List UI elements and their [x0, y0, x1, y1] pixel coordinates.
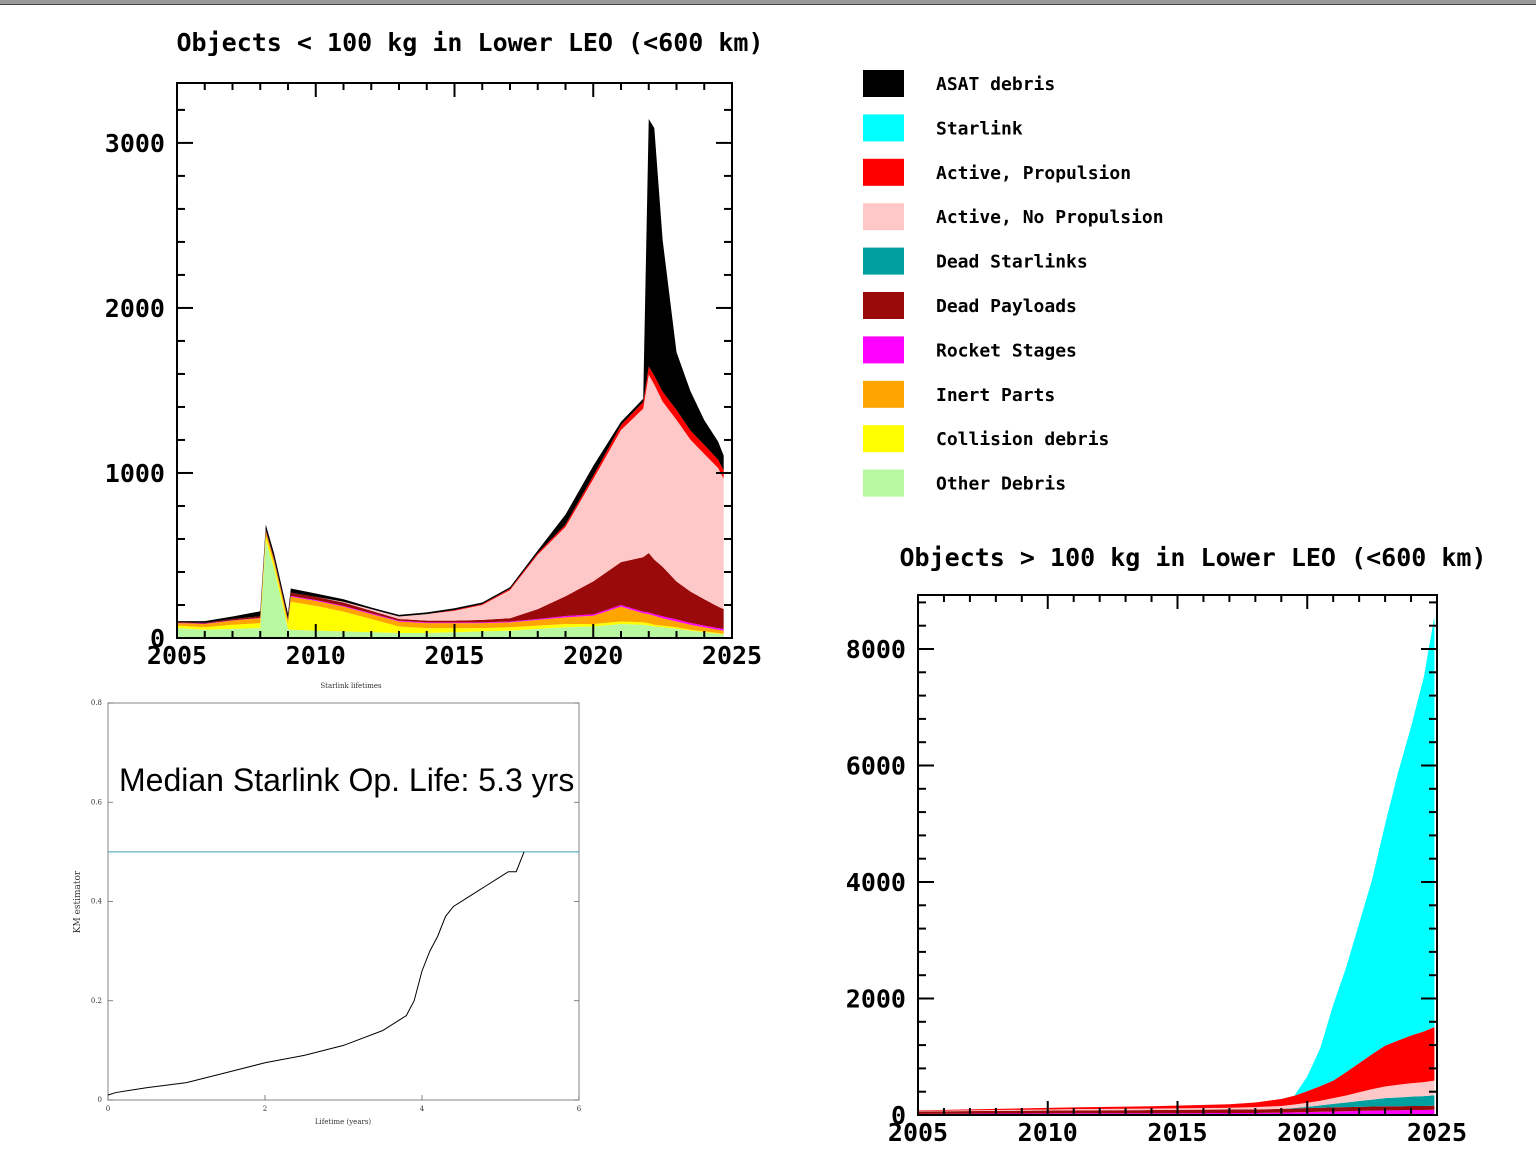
chart2-area-starlink [918, 616, 1435, 1111]
chart2-ytick-label: 0 [891, 1101, 906, 1130]
legend-label: Active, No Propulsion [936, 207, 1164, 228]
legend-item-collision-debris: Collision debris [863, 425, 1109, 453]
legend-label: Other Debris [936, 474, 1066, 495]
chart3-xtick-label: 2 [263, 1105, 267, 1113]
chart2-title: Objects > 100 kg in Lower LEO (<600 km) [900, 543, 1487, 572]
chart2-ticks [917, 595, 1438, 1116]
chart1-ytick-label: 2000 [105, 294, 165, 323]
legend-item-dead-starlinks: Dead Starlinks [863, 247, 1088, 275]
chart2-xtick-label: 2015 [1147, 1118, 1207, 1147]
chart2-xtick-label: 2005 [888, 1118, 948, 1147]
chart1-area-dead-payloads [177, 529, 724, 629]
chart1-area-inert-parts [177, 531, 724, 634]
chart3-xlabel: Lifetime (years) [315, 1118, 372, 1126]
chart3-ytick-label: 0.2 [91, 997, 102, 1005]
legend-label: Rocket Stages [936, 340, 1077, 361]
chart1-ytick-label: 3000 [105, 129, 165, 158]
chart2-ytick-label: 2000 [846, 984, 906, 1013]
chart-small-objects: Objects < 100 kg in Lower LEO (<600 km) … [105, 28, 764, 670]
legend-item-starlink: Starlink [863, 114, 1023, 142]
chart3-title: Starlink lifetimes [320, 682, 382, 690]
legend-label: Inert Parts [936, 385, 1055, 406]
chart2-xtick-label: 2010 [1018, 1118, 1078, 1147]
chart3-xtick-label: 6 [577, 1105, 582, 1113]
chart1-xtick-label: 2025 [702, 641, 762, 670]
chart1-xtick-label: 2015 [424, 641, 484, 670]
chart3-ticks [107, 702, 580, 1101]
legend-item-active-propulsion: Active, Propulsion [863, 158, 1131, 186]
chart3-ytick-label: 0.6 [91, 798, 103, 806]
legend-swatch [863, 247, 904, 275]
legend-label: Active, Propulsion [936, 163, 1131, 184]
legend-label: Dead Starlinks [936, 252, 1088, 273]
chart2-ytick-label: 8000 [846, 635, 906, 664]
chart1-ytick-label: 0 [150, 624, 165, 653]
legend-swatch [863, 158, 904, 186]
legend-swatch [863, 203, 904, 231]
legend-label: ASAT debris [936, 74, 1055, 95]
chart2-areas [918, 616, 1435, 1115]
chart3-xtick-label: 4 [420, 1105, 425, 1113]
chart2-xtick-label: 2020 [1277, 1118, 1337, 1147]
legend-label: Dead Payloads [936, 296, 1077, 317]
chart3-xtick-label: 0 [106, 1105, 110, 1113]
chart2-ytick-label: 4000 [846, 868, 906, 897]
chart1-xtick-label: 2010 [286, 641, 346, 670]
chart1-area-other-debris [177, 540, 724, 638]
chart3-km-curve [107, 851, 525, 1096]
legend-item-other-debris: Other Debris [863, 469, 1066, 497]
legend-item-inert-parts: Inert Parts [863, 380, 1055, 408]
legend-swatch [863, 70, 904, 97]
legend-label: Collision debris [936, 429, 1109, 450]
chart2-ytick-label: 6000 [846, 751, 906, 780]
chart1-areas [177, 118, 724, 638]
chart1-area-active-no-propulsion [177, 374, 724, 623]
chart-large-objects: Objects > 100 kg in Lower LEO (<600 km) … [846, 543, 1487, 1147]
chart1-xtick-label: 2005 [147, 641, 207, 670]
legend-swatch [863, 292, 904, 319]
window-top-border [0, 0, 1536, 5]
chart2-tick-labels: 2005 2010 2015 2020 2025 0 2000 4000 6000 8000 [846, 635, 1467, 1147]
legend-item-dead-payloads: Dead Payloads [863, 292, 1077, 319]
legend-item-asat-debris: ASAT debris [863, 70, 1055, 97]
chart3-ytick-label: 0.8 [91, 699, 102, 707]
chart1-xtick-label: 2020 [563, 641, 623, 670]
chart1-tick-labels: 2005 2010 2015 2020 2025 0 1000 2000 3000 [105, 129, 762, 670]
chart1-ticks [176, 83, 733, 639]
legend-swatch [863, 114, 904, 142]
chart1-area-collision-debris [177, 535, 724, 635]
chart3-ylabel: KM estimator [73, 870, 83, 933]
chart1-area-rocket-stages [177, 531, 724, 631]
chart-starlink-lifetimes: Starlink lifetimes 0 2 4 6 0 0.2 0.4 0.6 0.8 Lif… [73, 682, 582, 1126]
chart3-annotation: Median Starlink Op. Life: 5.3 yrs [119, 762, 574, 798]
chart3-ytick-label: 0.4 [91, 898, 103, 906]
legend-label: Starlink [936, 118, 1023, 139]
legend-swatch [863, 380, 904, 408]
legend-item-active-no-propulsion: Active, No Propulsion [863, 203, 1164, 231]
chart1-ytick-label: 1000 [105, 459, 165, 488]
legend-swatch [863, 469, 904, 497]
chart2-xtick-label: 2025 [1407, 1118, 1467, 1147]
legend: ASAT debris Starlink Active, Propulsion Act… [863, 70, 1164, 497]
chart2-area-dead-starlinks [918, 1095, 1435, 1112]
legend-swatch [863, 336, 904, 364]
legend-item-rocket-stages: Rocket Stages [863, 336, 1077, 364]
chart3-tick-labels: 0 2 4 6 0 0.2 0.4 0.6 0.8 [91, 699, 582, 1113]
chart3-ytick-label: 0 [98, 1096, 102, 1104]
chart1-title: Objects < 100 kg in Lower LEO (<600 km) [177, 28, 764, 57]
legend-swatch [863, 425, 904, 453]
chart2-area-active-no-propulsion [918, 1080, 1435, 1112]
